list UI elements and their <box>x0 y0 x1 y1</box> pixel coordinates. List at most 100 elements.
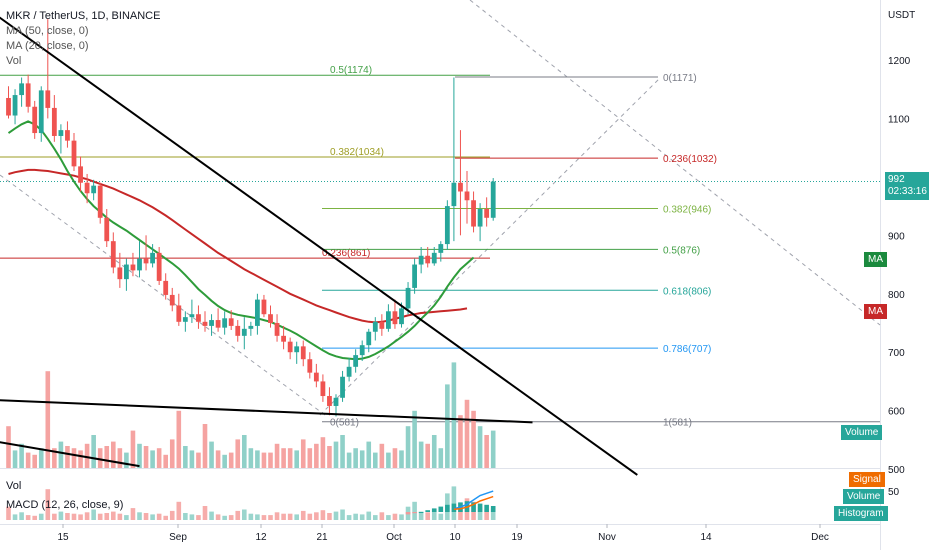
candle-body[interactable] <box>196 314 201 322</box>
candle-body[interactable] <box>117 267 123 280</box>
candle-body[interactable] <box>471 200 476 227</box>
candle-body[interactable] <box>353 355 359 367</box>
candle-body[interactable] <box>418 255 424 265</box>
candle-body[interactable] <box>477 209 483 227</box>
candle-body[interactable] <box>458 182 463 192</box>
candle-body[interactable] <box>340 376 345 398</box>
candle-body[interactable] <box>392 311 398 325</box>
candle-body[interactable] <box>412 264 417 288</box>
candle-body[interactable] <box>176 305 182 322</box>
candle-body[interactable] <box>78 166 83 183</box>
macd-volume-bar <box>124 515 129 520</box>
candle-body[interactable] <box>110 241 116 268</box>
candle-body[interactable] <box>84 182 90 194</box>
candle-body[interactable] <box>222 318 228 328</box>
candle-body[interactable] <box>215 320 221 328</box>
volume-bar <box>425 443 430 468</box>
candle-body[interactable] <box>464 191 470 201</box>
candle-body[interactable] <box>71 140 77 167</box>
macd-legend[interactable]: MACD (12, 26, close, 9) <box>6 499 124 511</box>
volume-bar <box>477 426 483 468</box>
candle-body[interactable] <box>399 308 404 325</box>
candle-body[interactable] <box>124 264 129 280</box>
candle-body[interactable] <box>386 311 391 329</box>
volume-bar <box>451 362 457 468</box>
volume-bar <box>255 450 260 468</box>
candle-body[interactable] <box>6 97 11 116</box>
candle-body[interactable] <box>359 345 365 356</box>
trendline[interactable] <box>0 399 533 424</box>
ma20-legend[interactable]: MA (20, close, 0) <box>6 40 89 52</box>
macd-histogram-bar <box>451 503 457 512</box>
macd-volume-bar <box>425 512 430 520</box>
candle-body[interactable] <box>327 396 332 406</box>
candle-body[interactable] <box>38 90 44 134</box>
macd-volume-bar <box>117 513 123 520</box>
candle-body[interactable] <box>169 294 175 306</box>
candle-body[interactable] <box>65 130 70 141</box>
candle-body[interactable] <box>451 182 457 207</box>
ma20-line <box>7 120 475 361</box>
candle-body[interactable] <box>130 264 136 271</box>
trendline[interactable] <box>0 437 140 468</box>
candle-body[interactable] <box>281 335 286 342</box>
candle-body[interactable] <box>150 252 155 264</box>
candle-body[interactable] <box>320 381 326 397</box>
candle-body[interactable] <box>379 321 385 329</box>
candle-body[interactable] <box>287 341 293 353</box>
candle-body[interactable] <box>294 346 300 353</box>
trendline[interactable] <box>0 0 638 476</box>
signal-axis-tag: Signal <box>849 472 885 487</box>
candle-body[interactable] <box>372 321 378 332</box>
candle-body[interactable] <box>313 372 319 382</box>
candle-body[interactable] <box>163 280 169 295</box>
symbol-title[interactable]: MKR / TetherUS, 1D, BINANCE <box>6 10 161 22</box>
candle-body[interactable] <box>405 287 411 309</box>
macd-volume-bar <box>169 510 175 520</box>
candle-body[interactable] <box>137 258 142 271</box>
candle-body[interactable] <box>300 346 306 360</box>
candle-body[interactable] <box>228 318 234 326</box>
candle-body[interactable] <box>58 130 64 136</box>
candle-body[interactable] <box>51 107 57 136</box>
candle-body[interactable] <box>268 314 273 323</box>
candle-body[interactable] <box>333 397 339 406</box>
candle-body[interactable] <box>143 258 149 264</box>
vol-legend[interactable]: Vol <box>6 55 22 67</box>
candle-body[interactable] <box>490 181 496 218</box>
candle-body[interactable] <box>307 359 313 373</box>
candle-body[interactable] <box>202 321 208 326</box>
candle-body[interactable] <box>274 322 280 336</box>
candle-body[interactable] <box>182 317 188 322</box>
candle-body[interactable] <box>431 252 437 264</box>
candle-body[interactable] <box>104 217 110 242</box>
candle-body[interactable] <box>248 325 254 329</box>
candle-body[interactable] <box>261 299 267 315</box>
candle-body[interactable] <box>19 83 24 96</box>
ma50-legend[interactable]: MA (50, close, 0) <box>6 25 89 37</box>
candle-body[interactable] <box>209 320 214 326</box>
candle-body[interactable] <box>366 331 372 346</box>
volume-bar <box>176 410 182 468</box>
candle-body[interactable] <box>438 244 444 253</box>
candle-body[interactable] <box>241 328 247 336</box>
candle-body[interactable] <box>97 185 103 218</box>
candle-body[interactable] <box>255 299 260 326</box>
volume-bar <box>215 450 221 468</box>
macd-volume-bar <box>111 511 116 520</box>
sub-vol-legend[interactable]: Vol <box>6 480 22 492</box>
candle-body[interactable] <box>91 185 97 194</box>
candle-body[interactable] <box>444 206 450 245</box>
candle-body[interactable] <box>235 325 241 336</box>
candle-body[interactable] <box>25 83 31 107</box>
volume-bar <box>359 450 365 468</box>
candle-body[interactable] <box>45 90 51 108</box>
candle-body[interactable] <box>189 314 195 318</box>
candle-body[interactable] <box>156 252 162 281</box>
candle-body[interactable] <box>346 366 352 377</box>
candle-body[interactable] <box>425 255 431 264</box>
candle-body[interactable] <box>32 106 38 134</box>
candle-body[interactable] <box>12 95 18 116</box>
candle-body[interactable] <box>484 209 490 218</box>
